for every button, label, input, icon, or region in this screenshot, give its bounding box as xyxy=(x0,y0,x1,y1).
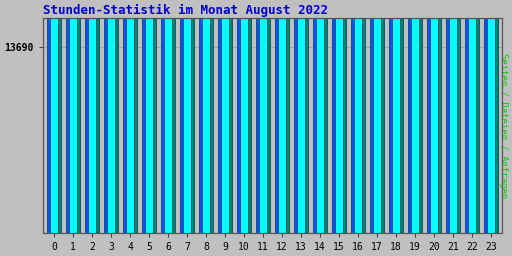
Bar xyxy=(239,0,249,233)
Bar xyxy=(400,0,403,233)
Bar xyxy=(172,0,175,233)
Bar xyxy=(87,0,97,233)
Bar xyxy=(115,0,118,233)
Bar xyxy=(410,0,420,233)
Bar xyxy=(370,0,373,233)
Bar xyxy=(66,0,69,233)
Bar xyxy=(476,0,479,233)
Bar xyxy=(153,0,156,233)
Bar xyxy=(237,0,240,233)
Bar xyxy=(381,0,384,233)
Bar xyxy=(182,0,192,233)
Bar xyxy=(201,0,211,233)
Bar xyxy=(277,0,287,233)
Bar xyxy=(180,0,183,233)
Bar xyxy=(495,0,498,233)
Bar xyxy=(161,0,164,233)
Bar xyxy=(144,0,154,233)
Bar xyxy=(256,0,259,233)
Bar xyxy=(324,0,327,233)
Bar xyxy=(68,0,78,233)
Bar xyxy=(296,0,306,233)
Bar xyxy=(199,0,202,233)
Bar xyxy=(465,0,468,233)
Bar xyxy=(163,0,173,233)
Bar xyxy=(353,0,363,233)
Bar xyxy=(229,0,232,233)
Bar xyxy=(210,0,213,233)
Bar xyxy=(294,0,297,233)
Bar xyxy=(334,0,344,233)
Bar xyxy=(448,0,458,233)
Bar xyxy=(220,0,230,233)
Bar xyxy=(106,0,116,233)
Text: Stunden-Statistik im Monat August 2022: Stunden-Statistik im Monat August 2022 xyxy=(42,4,328,17)
Bar xyxy=(429,0,439,233)
Bar xyxy=(419,0,422,233)
Bar xyxy=(332,0,335,233)
Y-axis label: Seiten / Dateien / Anfragen: Seiten / Dateien / Anfragen xyxy=(499,53,508,198)
Bar xyxy=(372,0,382,233)
Bar xyxy=(96,0,99,233)
Bar xyxy=(446,0,449,233)
Bar xyxy=(315,0,325,233)
Bar xyxy=(134,0,137,233)
Bar xyxy=(351,0,354,233)
Bar xyxy=(313,0,316,233)
Bar xyxy=(248,0,251,233)
Bar xyxy=(123,0,126,233)
Bar xyxy=(258,0,268,233)
Bar xyxy=(47,0,50,233)
Bar xyxy=(218,0,221,233)
Bar xyxy=(85,0,88,233)
Bar xyxy=(125,0,135,233)
Bar xyxy=(104,0,107,233)
Bar xyxy=(142,0,145,233)
Bar xyxy=(391,0,401,233)
Bar xyxy=(438,0,441,233)
Bar xyxy=(457,0,460,233)
Bar xyxy=(191,0,194,233)
Bar xyxy=(58,0,61,233)
Bar xyxy=(467,0,477,233)
Bar xyxy=(362,0,365,233)
Bar xyxy=(275,0,278,233)
Bar xyxy=(484,0,487,233)
Bar xyxy=(389,0,392,233)
Bar xyxy=(486,0,496,233)
Bar xyxy=(408,0,411,233)
Bar xyxy=(305,0,308,233)
Bar xyxy=(343,0,346,233)
Bar xyxy=(286,0,289,233)
Bar xyxy=(77,0,80,233)
Bar xyxy=(49,0,59,233)
Bar xyxy=(427,0,430,233)
Bar xyxy=(267,0,270,233)
